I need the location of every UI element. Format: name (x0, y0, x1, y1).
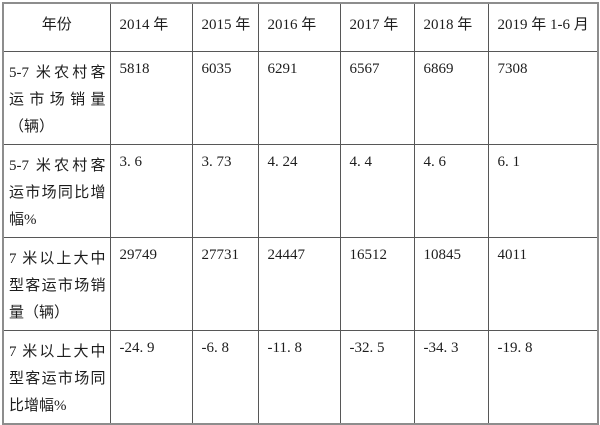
value-cell: 6. 1 (487, 143, 599, 238)
value-cell: -34. 3 (413, 329, 489, 424)
header-cell-2018: 2018 年 (413, 2, 489, 52)
header-cell-year: 年份 (2, 2, 111, 52)
value-cell: 29749 (109, 236, 193, 331)
value-cell: 6035 (191, 50, 259, 145)
value-cell: 4. 6 (413, 143, 489, 238)
value-cell: 3. 73 (191, 143, 259, 238)
value-cell: 4. 4 (339, 143, 415, 238)
value-cell: 4. 24 (257, 143, 341, 238)
table-row-large-growth: 7 米以上大中型客运市场同比增幅% -24. 9 -6. 8 -11. 8 -3… (2, 329, 599, 424)
value-cell: 6567 (339, 50, 415, 145)
value-cell: 5818 (109, 50, 193, 145)
table-row-large-sales: 7 米以上大中型客运市场销量（辆） 29749 27731 24447 1651… (2, 236, 599, 331)
row-label: 5-7 米农村客运市场同比增幅% (2, 143, 111, 238)
row-label: 5-7 米农村客运市场销量（辆） (2, 50, 111, 145)
table-header-row: 年份 2014 年 2015 年 2016 年 2017 年 2018 年 20… (2, 2, 599, 52)
table-row-rural-growth: 5-7 米农村客运市场同比增幅% 3. 6 3. 73 4. 24 4. 4 4… (2, 143, 599, 238)
value-cell: 10845 (413, 236, 489, 331)
value-cell: -6. 8 (191, 329, 259, 424)
row-label: 7 米以上大中型客运市场销量（辆） (2, 236, 111, 331)
value-cell: 4011 (487, 236, 599, 331)
value-cell: 6291 (257, 50, 341, 145)
row-label: 7 米以上大中型客运市场同比增幅% (2, 329, 111, 424)
value-cell: 3. 6 (109, 143, 193, 238)
value-cell: 24447 (257, 236, 341, 331)
header-cell-2016: 2016 年 (257, 2, 341, 52)
value-cell: -11. 8 (257, 329, 341, 424)
value-cell: -19. 8 (487, 329, 599, 424)
value-cell: 7308 (487, 50, 599, 145)
value-cell: 6869 (413, 50, 489, 145)
value-cell: -32. 5 (339, 329, 415, 424)
value-cell: 16512 (339, 236, 415, 331)
header-cell-2019h1: 2019 年 1-6 月 (487, 2, 599, 52)
table-row-rural-sales: 5-7 米农村客运市场销量（辆） 5818 6035 6291 6567 686… (2, 50, 599, 145)
value-cell: 27731 (191, 236, 259, 331)
header-cell-2014: 2014 年 (109, 2, 193, 52)
value-cell: -24. 9 (109, 329, 193, 424)
header-cell-2017: 2017 年 (339, 2, 415, 52)
header-cell-2015: 2015 年 (191, 2, 259, 52)
